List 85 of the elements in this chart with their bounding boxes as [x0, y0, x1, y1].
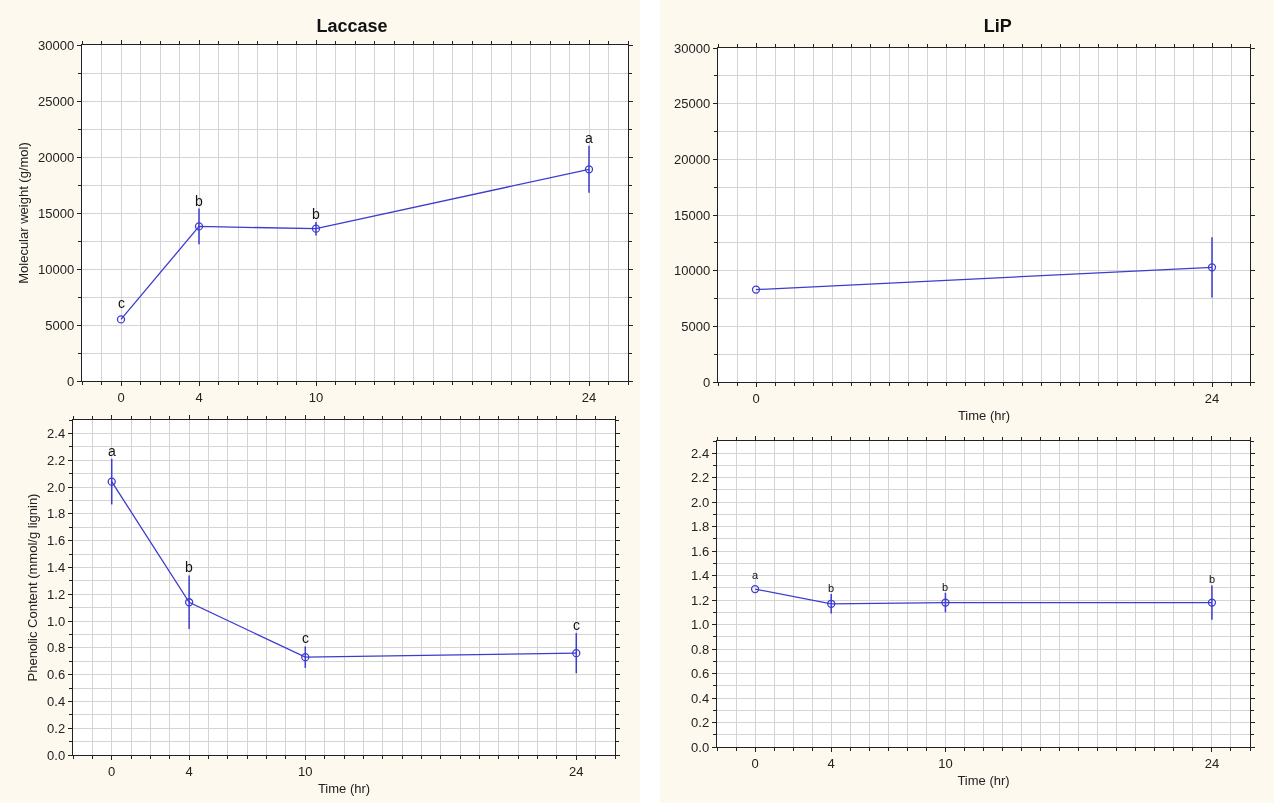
point	[301, 653, 310, 662]
chart-title: LiP	[983, 16, 1012, 37]
annotation: a	[585, 130, 593, 146]
point	[584, 165, 594, 174]
x-tick-label: 4	[185, 763, 193, 779]
point	[116, 315, 126, 324]
y-tick-label: 25000	[38, 93, 75, 109]
annotation: a	[108, 443, 116, 459]
x-axis-title: Time (hr)	[317, 781, 371, 797]
y-tick-label: 0.8	[47, 640, 66, 656]
x-tick-label: 0	[117, 389, 125, 405]
y-tick-label: 0.4	[47, 693, 66, 709]
y-tick-label: 1.2	[47, 586, 66, 602]
y-tick-label: 1.0	[47, 613, 66, 629]
y-tick-label: 0.8	[691, 641, 710, 657]
x-tick-label: 10	[938, 755, 953, 771]
annotation: b	[1209, 573, 1216, 585]
annotation: b	[185, 559, 193, 575]
y-tick-label: 10000	[38, 261, 75, 277]
y-tick-label: 0.6	[691, 666, 710, 682]
annotation: c	[573, 617, 580, 633]
x-tick-label: 24	[569, 763, 584, 779]
y-tick-label: 10000	[674, 263, 711, 279]
point	[827, 599, 836, 608]
y-axis-title: Molecular weight (g/mol)	[16, 142, 32, 284]
point	[941, 598, 950, 607]
y-tick-label: 15000	[674, 207, 711, 223]
x-axis-title: Time (hr)	[957, 773, 1010, 789]
x-tick-label: 24	[581, 389, 597, 405]
x-tick-label: 24	[1204, 390, 1220, 406]
y-tick-label: 1.8	[691, 519, 710, 535]
annotation: a	[752, 569, 759, 581]
annotation: b	[312, 206, 320, 222]
y-tick-label: 2.4	[47, 425, 66, 441]
annotation: b	[942, 581, 949, 593]
y-tick-label: 1.4	[47, 559, 66, 575]
y-tick-label: 0.0	[47, 747, 66, 763]
y-tick-label: 1.0	[691, 617, 710, 633]
y-tick-label: 30000	[674, 40, 711, 56]
x-axis-title: Time (hr)	[957, 408, 1011, 424]
point	[107, 477, 116, 486]
point	[1207, 598, 1217, 607]
y-tick-label: 0.0	[691, 739, 710, 755]
y-tick-label: 2.2	[691, 470, 710, 486]
x-tick-label: 4	[195, 389, 203, 405]
point	[572, 649, 581, 658]
y-tick-label: 1.2	[691, 592, 710, 608]
y-tick-label: 0.2	[691, 715, 710, 731]
y-tick-label: 0.6	[47, 667, 66, 683]
y-tick-label: 5000	[45, 317, 75, 333]
y-tick-label: 20000	[38, 149, 75, 165]
y-tick-label: 2.4	[691, 445, 710, 461]
x-tick-label: 0	[108, 763, 116, 779]
y-tick-label: 0	[66, 373, 75, 389]
point	[311, 224, 321, 233]
x-tick-label: 0	[752, 390, 760, 406]
annotation: b	[828, 582, 835, 594]
point	[750, 584, 760, 594]
y-tick-label: 25000	[674, 96, 711, 112]
x-tick-label: 10	[308, 389, 324, 405]
y-tick-label: 0.4	[691, 690, 710, 706]
annotation: b	[195, 193, 203, 209]
y-tick-label: 0.2	[47, 720, 66, 736]
y-tick-label: 2.0	[47, 479, 66, 495]
x-tick-label: 24	[1204, 755, 1220, 771]
y-tick-label: 1.4	[691, 568, 710, 584]
y-tick-label: 5000	[681, 318, 711, 334]
y-axis-title: Phenolic Content (mmol/g lignin)	[25, 493, 41, 682]
x-tick-label: 10	[298, 763, 313, 779]
y-tick-label: 1.6	[691, 543, 710, 559]
y-tick-label: 2.0	[691, 494, 710, 510]
annotation: c	[302, 630, 309, 646]
y-tick-label: 1.8	[47, 506, 66, 522]
annotation: c	[118, 295, 125, 311]
y-tick-label: 0	[702, 374, 711, 390]
y-tick-label: 20000	[674, 151, 711, 167]
y-tick-label: 2.2	[47, 452, 66, 468]
point	[184, 598, 194, 607]
y-tick-label: 30000	[38, 37, 75, 53]
point	[194, 222, 204, 231]
chart-title: Laccase	[316, 16, 388, 37]
y-tick-label: 15000	[38, 205, 75, 221]
x-tick-label: 4	[827, 755, 835, 771]
y-tick-label: 1.6	[47, 533, 66, 549]
x-tick-label: 0	[751, 755, 759, 771]
